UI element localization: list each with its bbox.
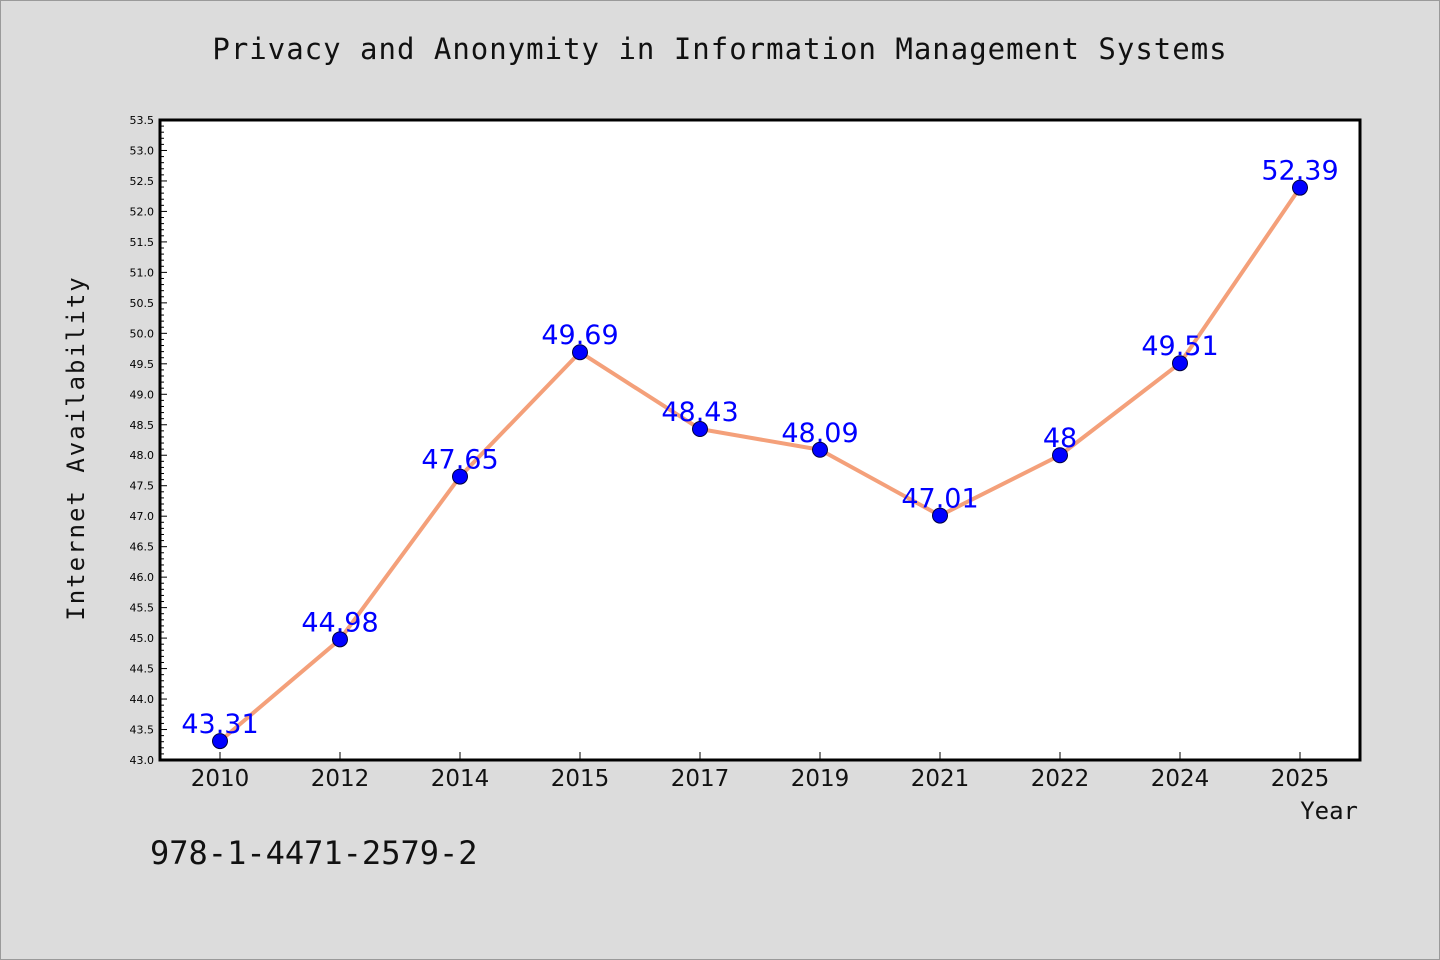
data-point (212, 733, 228, 750)
data-label: 43.31 (181, 709, 258, 740)
y-tick-label: 45.0 (130, 632, 155, 645)
data-point (1292, 179, 1308, 196)
data-point (452, 468, 468, 485)
y-tick-label: 51.5 (130, 236, 155, 249)
data-label: 47.01 (901, 484, 978, 515)
y-tick-label: 47.0 (130, 510, 155, 523)
data-label: 48.43 (661, 397, 738, 428)
x-tick-label: 2022 (1031, 766, 1090, 792)
data-label: 52.39 (1261, 156, 1338, 187)
y-tick-label: 52.0 (130, 205, 155, 218)
data-label: 48.09 (781, 418, 858, 449)
isbn-text: 978-1-4471-2579-2 (150, 834, 478, 872)
x-tick-label: 2014 (431, 766, 490, 792)
x-tick-label: 2015 (551, 766, 610, 792)
y-tick-label: 52.5 (130, 175, 155, 188)
data-label: 49.69 (541, 320, 618, 351)
series-polyline (218, 185, 1302, 744)
y-tick-label: 46.5 (130, 541, 155, 554)
data-point (332, 631, 348, 648)
y-tick-label: 53.5 (130, 114, 155, 127)
data-point (932, 507, 948, 524)
data-label: 47.65 (421, 445, 498, 476)
data-points (212, 179, 1308, 750)
y-tick-label: 50.0 (130, 327, 155, 340)
y-tick-label: 45.5 (130, 602, 155, 615)
data-point (1052, 447, 1068, 464)
x-tick-label: 2019 (791, 766, 850, 792)
data-label: 44.98 (301, 607, 378, 638)
x-tick-label: 2025 (1271, 766, 1330, 792)
y-tick-label: 49.5 (130, 358, 155, 371)
y-tick-label: 50.5 (130, 297, 155, 310)
x-tick-label: 2012 (311, 766, 370, 792)
y-tick-label: 43.0 (130, 754, 155, 767)
y-tick-label: 44.0 (130, 693, 155, 706)
y-axis: 43.0 43.5 44.0 44.5 45.0 45.5 46.0 46.5 47.0 47.5… (130, 114, 167, 767)
data-labels: 43.31 44.98 47.65 49.69 48.43 48.09 47.01 48 49.… (181, 156, 1338, 740)
data-point (1172, 355, 1188, 372)
data-point (812, 441, 828, 458)
x-axis-label: Year (1300, 797, 1358, 825)
y-tick-label: 44.5 (130, 663, 155, 676)
data-point (692, 421, 708, 438)
x-tick-label: 2017 (671, 766, 730, 792)
y-tick-label: 48.5 (130, 419, 155, 432)
data-label: 48 (1043, 423, 1077, 454)
y-tick-label: 43.5 (130, 724, 155, 737)
series-line (218, 185, 1302, 744)
x-tick-label: 2021 (911, 766, 970, 792)
y-tick-label: 47.5 (130, 480, 155, 493)
y-tick-label: 46.0 (130, 571, 155, 584)
data-point (572, 344, 588, 361)
chart-title: Privacy and Anonymity in Information Man… (212, 32, 1228, 66)
x-tick-label: 2024 (1151, 766, 1210, 792)
y-tick-label: 49.0 (130, 388, 155, 401)
y-tick-label: 51.0 (130, 266, 155, 279)
y-tick-label: 53.0 (130, 144, 155, 157)
y-tick-label: 48.0 (130, 449, 155, 462)
x-tick-label: 2010 (191, 766, 250, 792)
data-label: 49.51 (1141, 331, 1218, 362)
x-axis: 2010 2012 2014 2015 2017 2019 2021 2022 2024 2025 (191, 752, 1330, 792)
